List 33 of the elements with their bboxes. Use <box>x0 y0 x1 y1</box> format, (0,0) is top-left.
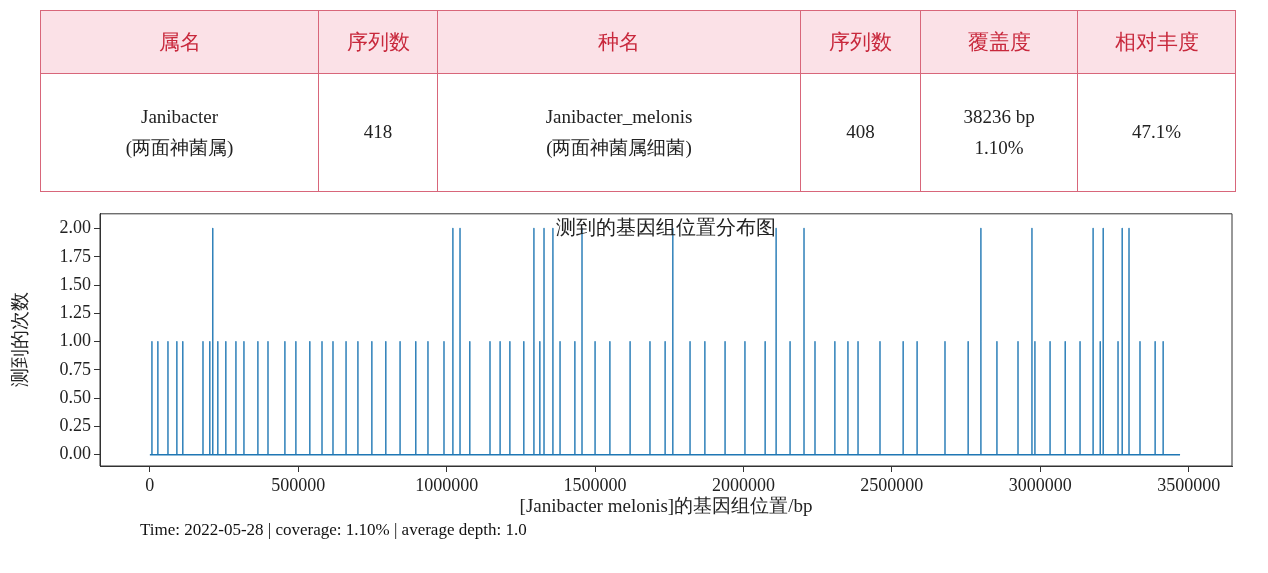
text: 47.1% <box>1077 73 1236 192</box>
category-label: 相对丰度 <box>1077 10 1236 74</box>
y-tick-label: 0.50 <box>59 386 91 407</box>
category-label: 种名 <box>437 10 801 74</box>
category-label: 属名 <box>40 10 319 74</box>
x-axis-title: [Janibacter melonis]的基因组位置/bp <box>519 494 813 516</box>
text: 408 <box>800 73 921 192</box>
text: Time: 2022-05-28 | coverage: 1.10% | average depth: 1.0 <box>140 519 527 541</box>
text: 418 <box>318 73 438 192</box>
y-tick-label: 0.00 <box>59 443 91 464</box>
text: Janibacter_melonis (两面神菌属细菌) <box>437 73 801 192</box>
x-tick-label: 3500000 <box>1157 474 1221 495</box>
x-tick-label: 2500000 <box>860 474 924 495</box>
y-tick-label: 2.00 <box>59 217 91 238</box>
text: 38236 bp 1.10% <box>920 73 1078 192</box>
chart-title: 测到的基因组位置分布图 <box>556 216 776 239</box>
x-tick-label: 1000000 <box>415 474 479 495</box>
category-label: 序列数 <box>318 10 438 74</box>
text: Janibacter (两面神菌属) <box>40 73 319 192</box>
x-tick-label: 0 <box>145 474 155 495</box>
category-label: 序列数 <box>800 10 921 74</box>
y-tick-label: 1.50 <box>59 273 91 294</box>
category-label: 覆盖度 <box>920 10 1078 74</box>
y-axis-title: 测到的次数 <box>9 292 31 388</box>
y-tick-label: 1.75 <box>59 245 91 266</box>
y-tick-label: 1.25 <box>59 302 91 323</box>
x-tick-label: 500000 <box>271 474 326 495</box>
x-tick-label: 1500000 <box>563 474 627 495</box>
x-tick-label: 2000000 <box>711 474 775 495</box>
y-tick-label: 0.25 <box>59 415 91 436</box>
y-tick-label: 1.00 <box>59 330 91 351</box>
x-tick-label: 3000000 <box>1008 474 1072 495</box>
y-tick-label: 0.75 <box>59 358 91 379</box>
